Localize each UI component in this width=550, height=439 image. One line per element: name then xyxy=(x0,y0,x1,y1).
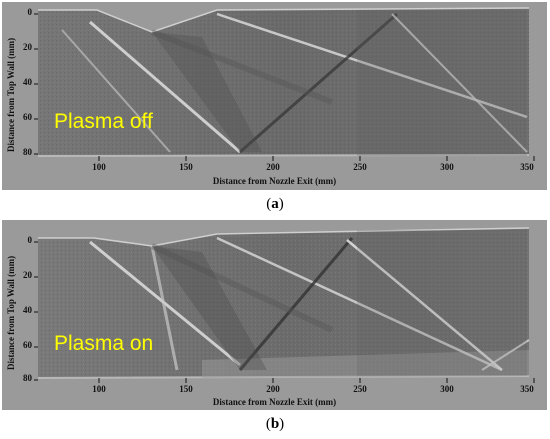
x-axis-label: Distance from Nozzle Exit (mm) xyxy=(212,397,337,407)
y-tick-label: 40 xyxy=(23,77,32,87)
x-tick-label: 150 xyxy=(179,162,193,172)
x-tick-label: 250 xyxy=(353,384,367,394)
x-tick-label: 350 xyxy=(520,384,534,394)
x-tick-label: 300 xyxy=(440,162,454,172)
y-tick-label: 60 xyxy=(23,112,32,122)
y-tick-label: 60 xyxy=(23,340,32,350)
x-tick-label: 300 xyxy=(440,384,454,394)
y-tick-label: 0 xyxy=(27,7,33,17)
y-axis-label: Distance from Top Wall (mm) xyxy=(6,37,16,152)
y-tick-label: 80 xyxy=(23,373,32,383)
panel-b: Distance from Top Wall (mm) 0 20 40 60 8… xyxy=(0,218,550,439)
y-tick-label: 40 xyxy=(23,305,32,315)
y-tick-label: 20 xyxy=(23,42,32,52)
x-tick-label: 100 xyxy=(92,162,106,172)
schlieren-image-a xyxy=(34,7,535,161)
plasma-state-label: Plasma off xyxy=(54,110,153,133)
x-axis-label: Distance from Nozzle Exit (mm) xyxy=(212,176,337,186)
x-tick-label: 250 xyxy=(353,162,367,172)
y-axis-label: Distance from Top Wall (mm) xyxy=(6,255,16,370)
x-tick-label: 200 xyxy=(266,384,280,394)
schlieren-image-b xyxy=(34,227,535,383)
panel-a: Distance from Top Wall (mm) 0 20 40 60 8… xyxy=(0,0,550,218)
y-tick-label: 80 xyxy=(23,147,32,157)
x-tick-label: 200 xyxy=(266,162,280,172)
y-tick-label: 20 xyxy=(23,270,32,280)
panel-caption: (a) xyxy=(266,196,284,212)
plasma-state-label: Plasma on xyxy=(54,332,154,355)
x-tick-label: 100 xyxy=(92,384,106,394)
x-tick-label: 350 xyxy=(520,162,534,172)
schlieren-frame-a: Distance from Top Wall (mm) 0 20 40 60 8… xyxy=(2,2,547,190)
schlieren-frame-b: Distance from Top Wall (mm) 0 20 40 60 8… xyxy=(2,220,547,410)
y-tick-label: 0 xyxy=(27,235,33,245)
panel-caption: (b) xyxy=(265,416,285,432)
x-tick-label: 150 xyxy=(179,384,193,394)
